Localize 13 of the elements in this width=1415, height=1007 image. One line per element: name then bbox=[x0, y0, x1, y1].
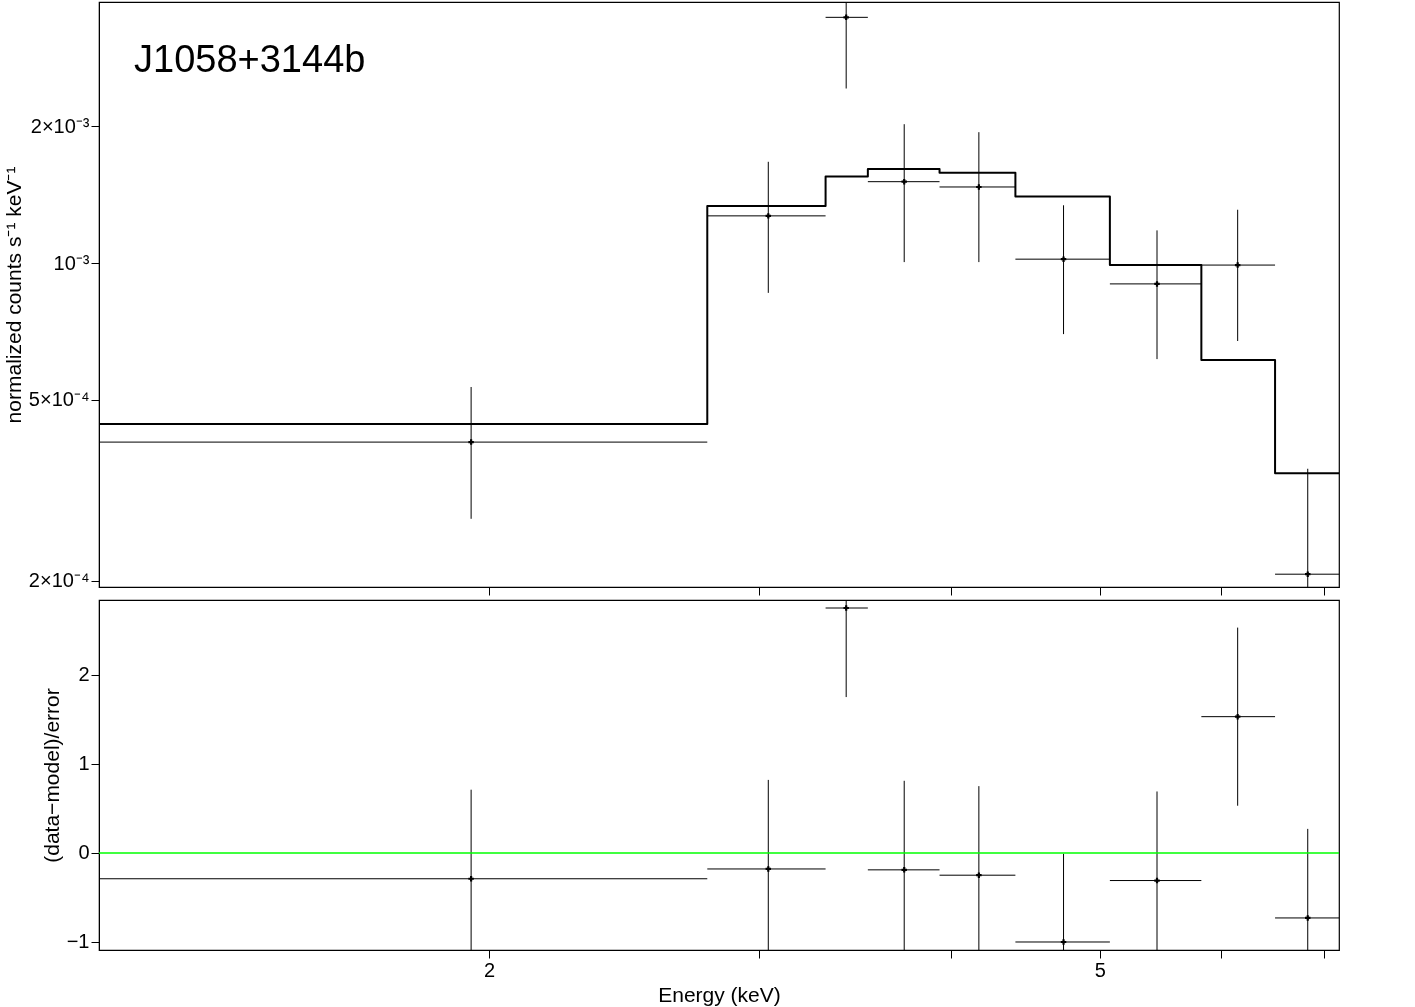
y-tick-label: 10⁻³ bbox=[53, 251, 90, 274]
annotation: J1058+3144b bbox=[134, 38, 366, 80]
y-axis-title: (data−model)/error bbox=[39, 688, 63, 863]
x-axis-title: Energy (keV) bbox=[658, 982, 781, 1006]
y-tick-label: 1 bbox=[78, 752, 90, 775]
y-tick-label: 0 bbox=[78, 841, 90, 864]
x-tick-label: 5 bbox=[1094, 958, 1106, 981]
y-tick-label: 2×10⁻³ bbox=[30, 114, 90, 137]
y-tick-label: 2 bbox=[78, 663, 90, 686]
y-axis-title: normalized counts s⁻¹ keV⁻¹ bbox=[1, 166, 25, 424]
y-tick-label: 5×10⁻⁴ bbox=[28, 388, 90, 411]
y-tick-label: 2×10⁻⁴ bbox=[28, 569, 90, 592]
y-tick-label: −1 bbox=[66, 930, 90, 953]
